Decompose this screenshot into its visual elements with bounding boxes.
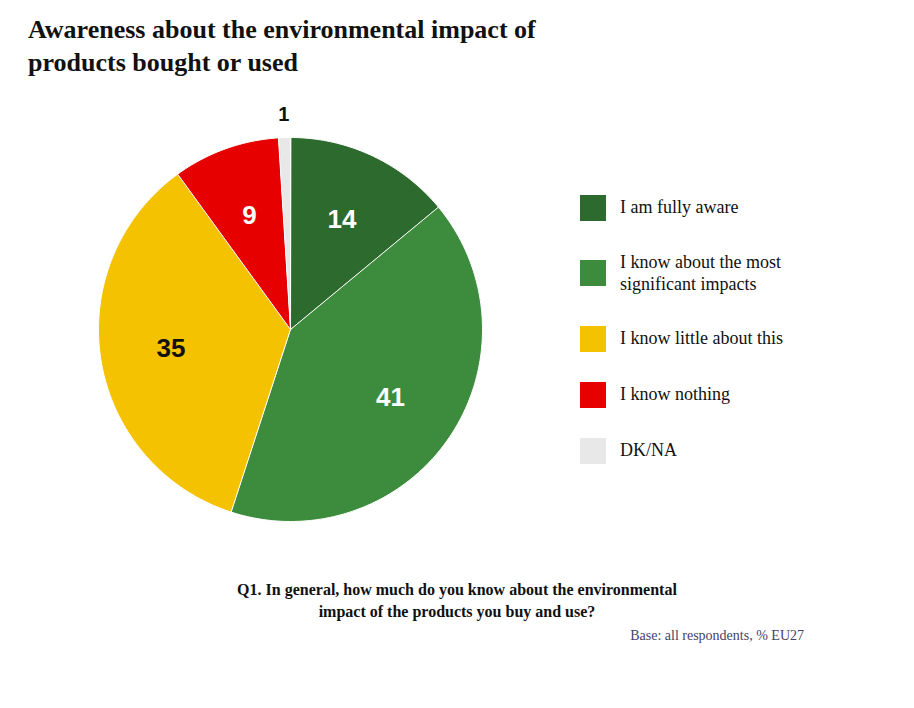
svg-text:9: 9 — [242, 200, 256, 230]
html-text:Base: all respondents, % EU27: Base: all respondents, % EU27 — [630, 628, 804, 644]
html-text:Q1. In general, how much do yo: Q1. In general, how much do you know abo… — [237, 581, 677, 620]
svg-text:14: 14 — [328, 204, 357, 234]
html-text:Awareness about the environmen: Awareness about the environmental impact… — [28, 15, 536, 77]
html-text:DK/NA: DK/NA — [620, 440, 677, 461]
svg-text:1: 1 — [278, 103, 289, 125]
html-text:I know nothing: I know nothing — [620, 384, 730, 405]
svg-text:35: 35 — [157, 333, 186, 363]
html-text:I know about the most signific: I know about the most significant impact… — [620, 251, 781, 294]
html-text:I know little about this: I know little about this — [620, 328, 783, 349]
html-text:I am fully aware: I am fully aware — [620, 197, 739, 218]
svg-text:41: 41 — [376, 382, 405, 412]
